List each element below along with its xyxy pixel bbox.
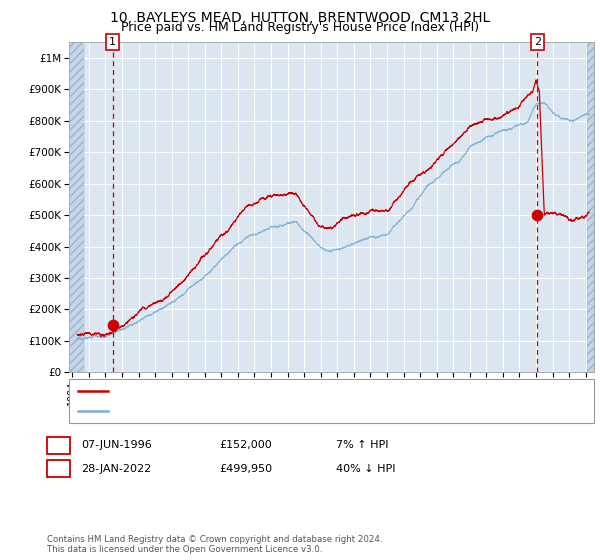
Point [532, 211, 542, 220]
Text: 2: 2 [55, 464, 62, 474]
Text: 10, BAYLEYS MEAD, HUTTON, BRENTWOOD, CM13 2HL: 10, BAYLEYS MEAD, HUTTON, BRENTWOOD, CM1… [110, 11, 490, 25]
Text: Price paid vs. HM Land Registry's House Price Index (HPI): Price paid vs. HM Land Registry's House … [121, 21, 479, 34]
Text: 2: 2 [533, 37, 541, 47]
Text: 10, BAYLEYS MEAD, HUTTON, BRENTWOOD, CM13 2HL (detached house): 10, BAYLEYS MEAD, HUTTON, BRENTWOOD, CM1… [114, 386, 493, 396]
Bar [69, 42, 84, 372]
Point [108, 320, 118, 329]
Text: 1: 1 [55, 440, 62, 450]
Bar [587, 42, 594, 372]
Text: 1: 1 [109, 37, 116, 47]
Text: £152,000: £152,000 [219, 440, 272, 450]
Text: 07-JUN-1996: 07-JUN-1996 [81, 440, 152, 450]
Bar [587, 42, 594, 372]
Text: Contains HM Land Registry data © Crown copyright and database right 2024.
This d: Contains HM Land Registry data © Crown c… [47, 535, 382, 554]
Text: 7% ↑ HPI: 7% ↑ HPI [336, 440, 389, 450]
Bar [69, 42, 84, 372]
Text: 40% ↓ HPI: 40% ↓ HPI [336, 464, 395, 474]
Text: 28-JAN-2022: 28-JAN-2022 [81, 464, 151, 474]
Text: HPI: Average price, detached house, Brentwood: HPI: Average price, detached house, Bren… [114, 405, 363, 416]
Text: £499,950: £499,950 [219, 464, 272, 474]
